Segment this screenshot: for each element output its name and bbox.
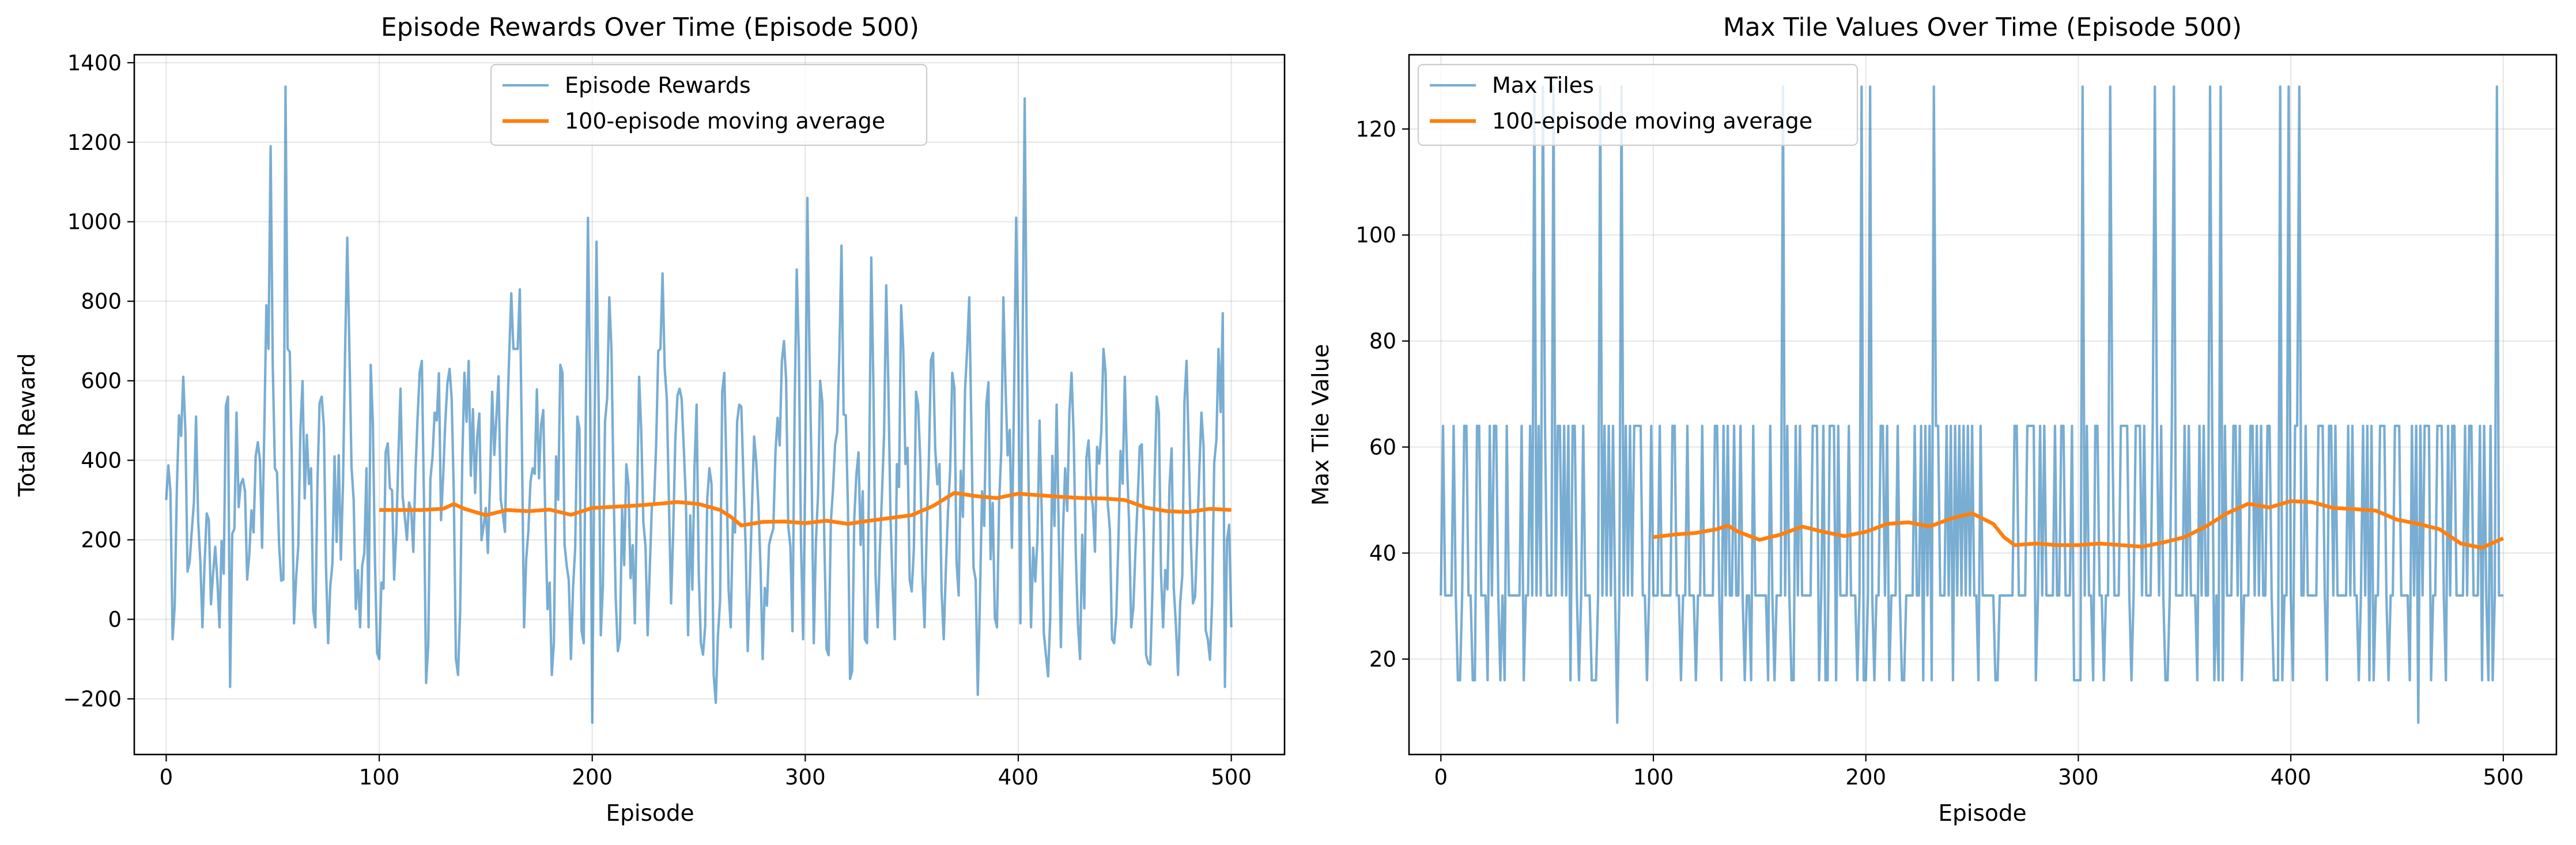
rewards-y-tick-label: 0 [108,607,122,632]
rewards-legend-box [490,63,928,146]
max-tile-x-tick-label: 100 [1633,765,1674,790]
rewards-y-tick-label: 200 [81,528,122,553]
rewards-plot-area [165,85,1233,724]
rewards-chart-panel: Episode Rewards Over Time (Episode 500) … [14,13,1286,827]
max-tile-axes-frame [1408,54,2558,756]
max-tile-y-tick-label: 20 [1369,647,1396,672]
rewards-y-tick-label: 800 [81,289,122,314]
rewards-legend-label: 100-episode moving average [565,108,885,134]
max-tile-x-tick-label: 500 [2483,765,2524,790]
rewards-axes-frame [133,54,1286,756]
max-tile-plot-area [1440,85,2505,724]
rewards-series-moving-average-line [379,491,1232,527]
rewards-y-tick-label: 1200 [67,130,122,155]
rewards-x-axis-label: Episode [606,801,694,827]
rewards-y-axis-label: Total Reward [14,353,40,497]
max-tile-y-tick-label: 120 [1355,117,1396,142]
max-tile-y-tick-label: 40 [1369,541,1396,566]
rewards-x-tick-label: 200 [572,765,613,790]
rewards-y-tick-label: 600 [81,369,122,394]
max-tile-y-tick-label: 80 [1369,329,1396,354]
max-tile-x-tick-label: 400 [2271,765,2311,790]
rewards-y-tick-label: 1000 [67,210,122,235]
max-tile-series-moving-average-line [1653,499,2505,550]
max-tile-x-tick-label: 0 [1434,765,1448,790]
max-tile-y-tick-label: 100 [1355,223,1396,248]
rewards-x-tick-label: 300 [785,765,826,790]
max-tile-chart-panel: Max Tile Values Over Time (Episode 500) … [1308,13,2558,827]
max-tile-x-axis-label: Episode [1938,801,2026,827]
max-tile-legend-label: Max Tiles [1492,73,1594,98]
rewards-x-tick-label: 400 [998,765,1039,790]
max-tile-legend: Max Tiles 100-episode moving average [1417,63,1859,146]
max-tile-y-tick-label: 60 [1369,435,1396,460]
rewards-y-tick-label: −200 [63,686,122,711]
max-tile-chart-title: Max Tile Values Over Time (Episode 500) [1723,13,2242,42]
max-tile-series-raw-line [1440,85,2503,724]
max-tile-legend-box [1417,63,1859,146]
rewards-legend-label: Episode Rewards [565,73,751,98]
rewards-x-tick-label: 500 [1211,765,1252,790]
max-tile-y-axis-label: Max Tile Value [1308,344,1334,506]
rewards-y-tick-label: 1400 [67,51,122,76]
rewards-x-tick-label: 0 [160,765,173,790]
rewards-legend: Episode Rewards 100-episode moving averag… [490,63,928,146]
rewards-series-raw-line [165,85,1233,724]
max-tile-x-tick-label: 300 [2058,765,2099,790]
rewards-x-tick-label: 100 [359,765,400,790]
rewards-chart-title: Episode Rewards Over Time (Episode 500) [381,13,919,42]
max-tile-x-tick-label: 200 [1845,765,1886,790]
rewards-y-tick-label: 400 [81,448,122,473]
max-tile-legend-label: 100-episode moving average [1492,108,1812,134]
